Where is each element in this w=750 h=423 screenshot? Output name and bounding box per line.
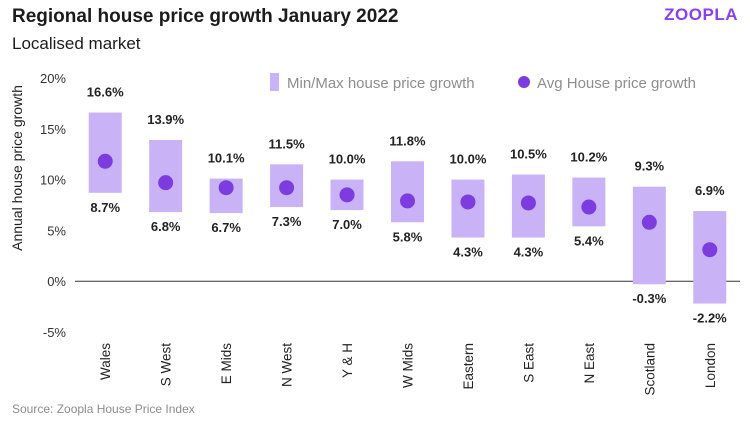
avg-dot <box>702 242 718 258</box>
y-tick-label: 15% <box>40 122 66 137</box>
category-label: E Mids <box>219 343 234 385</box>
legend-avg-dot <box>518 76 530 88</box>
source-note: Source: Zoopla House Price Index <box>12 402 195 416</box>
avg-dot <box>218 180 234 196</box>
y-tick-label: 10% <box>40 173 66 188</box>
zoopla-logo: ZOOPLA <box>664 5 738 24</box>
avg-dot <box>339 187 355 203</box>
y-axis-label: Annual house price growth <box>9 85 25 251</box>
avg-dot <box>400 193 415 209</box>
max-label: 10.5% <box>510 147 547 162</box>
min-label: 8.7% <box>90 200 120 215</box>
range-bar <box>88 112 122 193</box>
category-label: Y & H <box>340 343 355 378</box>
category-labels: Wales S West E Mids N West Y & H W Mids Easter… <box>98 343 718 396</box>
avg-dot <box>279 180 295 196</box>
min-label: 4.3% <box>514 245 544 260</box>
range-bar <box>391 161 424 223</box>
avg-dot <box>460 194 476 210</box>
range-bar <box>693 211 727 304</box>
min-label: 6.7% <box>211 220 241 235</box>
min-label: 5.8% <box>393 229 423 244</box>
min-label: 4.3% <box>453 245 483 260</box>
legend-range-label: Min/Max house price growth <box>287 75 475 92</box>
max-label: 6.9% <box>695 183 725 198</box>
max-label: 9.3% <box>634 159 664 174</box>
y-tick-label: 0% <box>47 274 66 289</box>
max-label: 11.8% <box>389 133 426 148</box>
category-label: S West <box>159 343 174 387</box>
category-label: Scotland <box>642 343 657 396</box>
range-bars <box>88 112 727 304</box>
min-label: -2.2% <box>693 311 727 326</box>
max-label: 11.5% <box>269 136 306 151</box>
category-label: Eastern <box>461 343 476 390</box>
category-label: S East <box>521 343 536 383</box>
avg-dot <box>641 214 657 230</box>
avg-dot <box>97 153 113 169</box>
avg-dot <box>581 199 597 215</box>
legend-avg-label: Avg House price growth <box>537 75 696 92</box>
max-label: 10.2% <box>570 150 607 165</box>
max-label: 10.0% <box>450 152 487 167</box>
max-label: 10.1% <box>208 151 245 166</box>
range-bar <box>632 186 666 285</box>
y-tick-label: -5% <box>43 325 67 340</box>
min-label: 5.4% <box>574 233 604 248</box>
legend: Min/Max house price growth Avg House pri… <box>270 73 696 92</box>
category-label: W Mids <box>401 343 416 388</box>
avg-dot <box>520 195 536 211</box>
max-label: 13.9% <box>147 112 184 127</box>
legend-range-swatch <box>270 73 279 91</box>
y-tick-label: 20% <box>40 71 66 86</box>
value-labels: 16.6% 8.7% 13.9% 6.8% 10.1% 6.7% 11.5% 7.3% 10.0… <box>87 85 727 326</box>
min-label: 7.0% <box>332 217 362 232</box>
max-label: 16.6% <box>87 85 124 100</box>
min-label: -0.3% <box>632 291 666 306</box>
min-label: 7.3% <box>272 214 302 229</box>
max-label: 10.0% <box>329 152 366 167</box>
chart-title: Regional house price growth January 2022 <box>12 6 399 27</box>
y-axis: -5% 0% 5% 10% 15% 20% <box>40 71 66 340</box>
avg-dots <box>97 153 718 258</box>
category-label: Wales <box>98 343 113 380</box>
category-label: N East <box>582 343 597 384</box>
chart-subtitle: Localised market <box>12 34 141 53</box>
y-tick-label: 5% <box>47 223 66 238</box>
avg-dot <box>158 175 174 191</box>
min-label: 6.8% <box>151 219 181 234</box>
category-label: N West <box>280 343 295 387</box>
category-label: London <box>703 343 718 388</box>
